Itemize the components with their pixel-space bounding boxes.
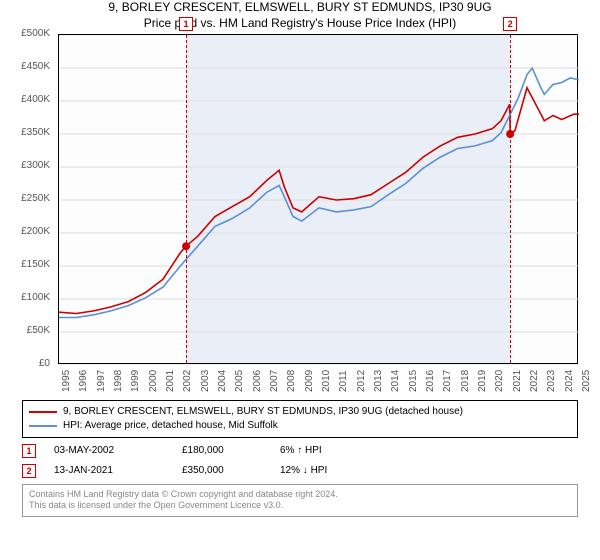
legend-item: 9, BORLEY CRESCENT, ELMSWELL, BURY ST ED… bbox=[29, 405, 571, 419]
x-axis-label: 2007 bbox=[269, 369, 280, 391]
x-axis-label: 2018 bbox=[460, 369, 471, 391]
sale-price: £350,000 bbox=[182, 465, 262, 476]
y-axis-label: £100K bbox=[10, 292, 50, 303]
y-axis-label: £500K bbox=[10, 28, 50, 39]
chart-title: 9, BORLEY CRESCENT, ELMSWELL, BURY ST ED… bbox=[0, 0, 600, 16]
x-axis-label: 2001 bbox=[165, 369, 176, 391]
x-axis-label: 2004 bbox=[217, 369, 228, 391]
y-axis-label: £250K bbox=[10, 193, 50, 204]
x-axis-label: 2003 bbox=[200, 369, 211, 391]
footer-line-1: Contains HM Land Registry data © Crown c… bbox=[29, 489, 571, 501]
x-axis-label: 2013 bbox=[373, 369, 384, 391]
sale-delta: 12% ↓ HPI bbox=[280, 465, 327, 476]
sale-delta: 6% ↑ HPI bbox=[280, 445, 322, 456]
sale-marker-line-2 bbox=[510, 35, 511, 363]
sale-row-1: 1 03-MAY-2002 £180,000 6% ↑ HPI bbox=[22, 444, 578, 458]
x-axis-label: 2016 bbox=[425, 369, 436, 391]
legend-swatch bbox=[29, 411, 57, 413]
series-property bbox=[59, 87, 579, 313]
legend: 9, BORLEY CRESCENT, ELMSWELL, BURY ST ED… bbox=[22, 400, 578, 438]
chart-area: £0 £50K £100K £150K £200K £250K £300K £350K £400… bbox=[10, 34, 590, 394]
x-axis-label: 2024 bbox=[564, 369, 575, 391]
x-axis-label: 2015 bbox=[408, 369, 419, 391]
sale-row-marker: 2 bbox=[22, 464, 36, 478]
x-axis-label: 2022 bbox=[529, 369, 540, 391]
x-axis-label: 2005 bbox=[234, 369, 245, 391]
x-axis-label: 1999 bbox=[130, 369, 141, 391]
x-axis-label: 2025 bbox=[581, 369, 592, 391]
x-axis-label: 2011 bbox=[338, 370, 349, 392]
x-axis-label: 2010 bbox=[321, 369, 332, 391]
y-axis-label: £50K bbox=[10, 325, 50, 336]
x-axis-label: 2000 bbox=[148, 369, 159, 391]
legend-swatch bbox=[29, 425, 57, 427]
sale-marker-box-1: 1 bbox=[179, 17, 193, 31]
sale-row-marker: 1 bbox=[22, 444, 36, 458]
y-axis-label: £300K bbox=[10, 160, 50, 171]
y-axis-label: £0 bbox=[10, 358, 50, 369]
y-axis-label: £200K bbox=[10, 226, 50, 237]
x-axis-label: 2017 bbox=[442, 369, 453, 391]
x-axis-label: 2023 bbox=[546, 369, 557, 391]
chart-container: { "header": { "title": "9, BORLEY CRESCE… bbox=[0, 0, 600, 560]
x-axis-label: 2002 bbox=[182, 369, 193, 391]
x-axis-label: 1998 bbox=[113, 369, 124, 391]
x-axis-label: 2014 bbox=[390, 369, 401, 391]
x-axis-label: 2009 bbox=[304, 369, 315, 391]
x-axis-label: 2006 bbox=[252, 369, 263, 391]
y-axis-label: £400K bbox=[10, 94, 50, 105]
x-axis-label: 2020 bbox=[494, 369, 505, 391]
sale-date: 13-JAN-2021 bbox=[54, 465, 164, 476]
sale-date: 03-MAY-2002 bbox=[54, 445, 164, 456]
chart-svg bbox=[59, 35, 579, 365]
footer-line-2: This data is licensed under the Open Gov… bbox=[29, 500, 571, 512]
x-axis-label: 2008 bbox=[286, 369, 297, 391]
y-axis-label: £350K bbox=[10, 127, 50, 138]
sale-price: £180,000 bbox=[182, 445, 262, 456]
x-axis-label: 2021 bbox=[512, 369, 523, 391]
x-axis-label: 1996 bbox=[78, 369, 89, 391]
attribution-footer: Contains HM Land Registry data © Crown c… bbox=[22, 484, 578, 517]
sale-row-2: 2 13-JAN-2021 £350,000 12% ↓ HPI bbox=[22, 464, 578, 478]
legend-label: 9, BORLEY CRESCENT, ELMSWELL, BURY ST ED… bbox=[63, 405, 463, 419]
legend-item: HPI: Average price, detached house, Mid … bbox=[29, 419, 571, 433]
x-axis-label: 2012 bbox=[356, 369, 367, 391]
plot-area: 12 bbox=[58, 34, 578, 364]
x-axis-label: 1997 bbox=[96, 369, 107, 391]
sale-marker-box-2: 2 bbox=[503, 17, 517, 31]
y-axis-label: £150K bbox=[10, 259, 50, 270]
x-axis-label: 2019 bbox=[477, 369, 488, 391]
x-axis-label: 1995 bbox=[61, 369, 72, 391]
sales-table: 1 03-MAY-2002 £180,000 6% ↑ HPI 2 13-JAN-2021… bbox=[0, 444, 600, 478]
legend-label: HPI: Average price, detached house, Mid … bbox=[63, 419, 278, 433]
y-axis-label: £450K bbox=[10, 61, 50, 72]
series-hpi bbox=[59, 68, 579, 318]
sale-marker-line-1 bbox=[186, 35, 187, 363]
